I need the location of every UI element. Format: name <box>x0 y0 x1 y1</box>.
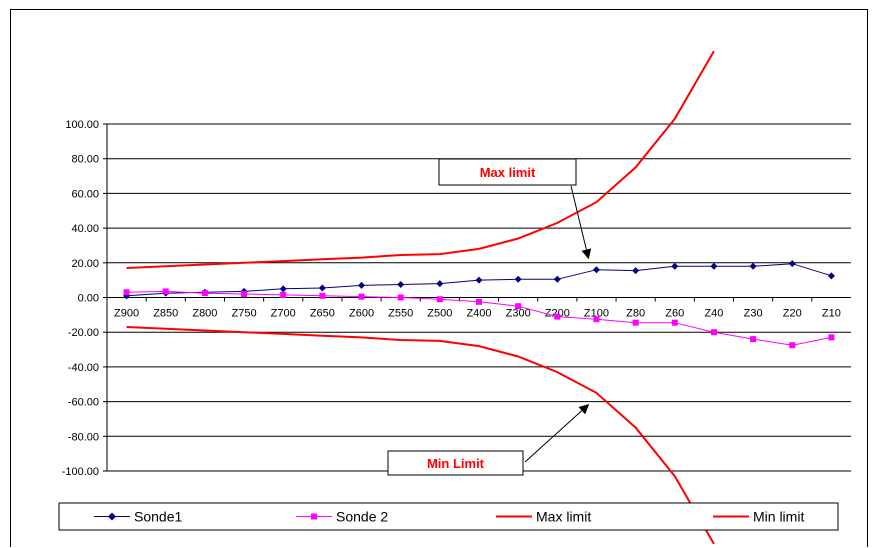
data-point <box>515 303 522 310</box>
legend-label: Sonde 2 <box>336 509 388 525</box>
y-tick-label: 100.00 <box>65 119 99 131</box>
data-point <box>671 262 679 270</box>
x-tick-label: Z700 <box>271 308 296 320</box>
annotation-arrow <box>524 403 590 463</box>
data-point <box>280 291 287 298</box>
data-point <box>123 289 130 296</box>
data-point <box>279 285 287 293</box>
y-tick-label: 0.00 <box>78 293 99 305</box>
annotation-arrow <box>570 185 592 260</box>
x-tick-label: Z850 <box>153 308 178 320</box>
series-3 <box>126 326 715 545</box>
x-tick-label: Z100 <box>584 308 609 320</box>
y-tick-label: -80.00 <box>68 431 99 443</box>
data-point <box>476 298 482 305</box>
data-point <box>750 336 757 343</box>
data-point <box>475 276 483 284</box>
data-point <box>827 272 835 280</box>
data-point <box>553 275 561 283</box>
legend: Sonde1 Sonde 2 Max limit Min limit <box>58 502 839 531</box>
x-tick-label: Z20 <box>783 308 802 320</box>
data-point <box>749 262 757 270</box>
data-point <box>162 288 169 295</box>
data-point <box>789 342 796 349</box>
data-point <box>592 266 600 274</box>
y-tick-label: 80.00 <box>71 154 99 166</box>
series-layer <box>123 50 835 545</box>
data-point <box>593 316 600 323</box>
x-tick-label: Z300 <box>506 308 531 320</box>
x-tick-label: Z650 <box>310 308 335 320</box>
y-tick-label: -20.00 <box>68 327 99 339</box>
y-axis: 100.00 80.00 60.00 40.00 20.00 0.00 -20.00 -40.… <box>62 119 108 478</box>
legend-box <box>58 502 839 531</box>
data-point <box>710 262 718 270</box>
y-tick-label: 20.00 <box>71 258 99 270</box>
data-point <box>632 267 640 275</box>
legend-label: Min limit <box>753 509 804 525</box>
data-point <box>397 280 405 288</box>
data-point <box>358 281 366 289</box>
legend-label: Max limit <box>536 509 591 525</box>
legend-marker <box>108 512 116 521</box>
x-tick-label: Z200 <box>545 308 570 320</box>
y-tick-label: -60.00 <box>68 397 99 409</box>
data-point <box>828 334 835 341</box>
x-tick-label: Z750 <box>232 308 257 320</box>
x-tick-label: Z550 <box>388 308 413 320</box>
legend-label: Sonde1 <box>134 509 182 525</box>
data-point <box>710 329 717 336</box>
x-tick-label: Z900 <box>114 308 139 320</box>
series-1 <box>123 288 835 349</box>
series-line <box>126 326 715 545</box>
data-point <box>671 319 678 326</box>
data-point <box>632 319 639 326</box>
y-tick-label: 40.00 <box>71 223 99 235</box>
x-tick-label: Z10 <box>822 308 841 320</box>
annotation-box <box>387 450 524 476</box>
chart-frame <box>10 9 868 547</box>
data-point <box>241 291 248 298</box>
y-tick-label: -40.00 <box>68 362 99 374</box>
y-tick-label: -100.00 <box>62 466 99 478</box>
data-point <box>554 313 561 320</box>
data-point <box>397 294 404 301</box>
x-tick-label: Z80 <box>626 308 645 320</box>
data-point <box>318 284 326 292</box>
x-tick-label: Z400 <box>466 308 491 320</box>
data-point <box>358 293 365 300</box>
x-tick-label: Z500 <box>427 308 452 320</box>
x-tick-label: Z800 <box>192 308 217 320</box>
data-point <box>436 280 444 288</box>
x-tick-label: Z600 <box>349 308 374 320</box>
x-tick-label: Z40 <box>704 308 723 320</box>
series-2 <box>126 50 715 269</box>
data-point <box>788 260 796 268</box>
data-point <box>201 290 208 297</box>
data-point <box>319 292 326 299</box>
series-line <box>126 50 715 269</box>
y-tick-label: 60.00 <box>71 188 99 200</box>
annotations: Max limit Min Limit <box>387 158 592 476</box>
annotation-label: Min Limit <box>427 456 485 471</box>
annotation-label: Max limit <box>480 165 536 180</box>
data-point <box>514 275 522 283</box>
x-tick-label: Z30 <box>744 308 763 320</box>
x-axis: Z900 Z850 Z800 Z750 Z700 Z650 Z600 Z550 Z500 Z400… <box>106 297 841 320</box>
x-tick-label: Z60 <box>665 308 684 320</box>
legend-marker <box>311 513 317 520</box>
annotation-box <box>438 158 577 186</box>
data-point <box>436 296 443 303</box>
